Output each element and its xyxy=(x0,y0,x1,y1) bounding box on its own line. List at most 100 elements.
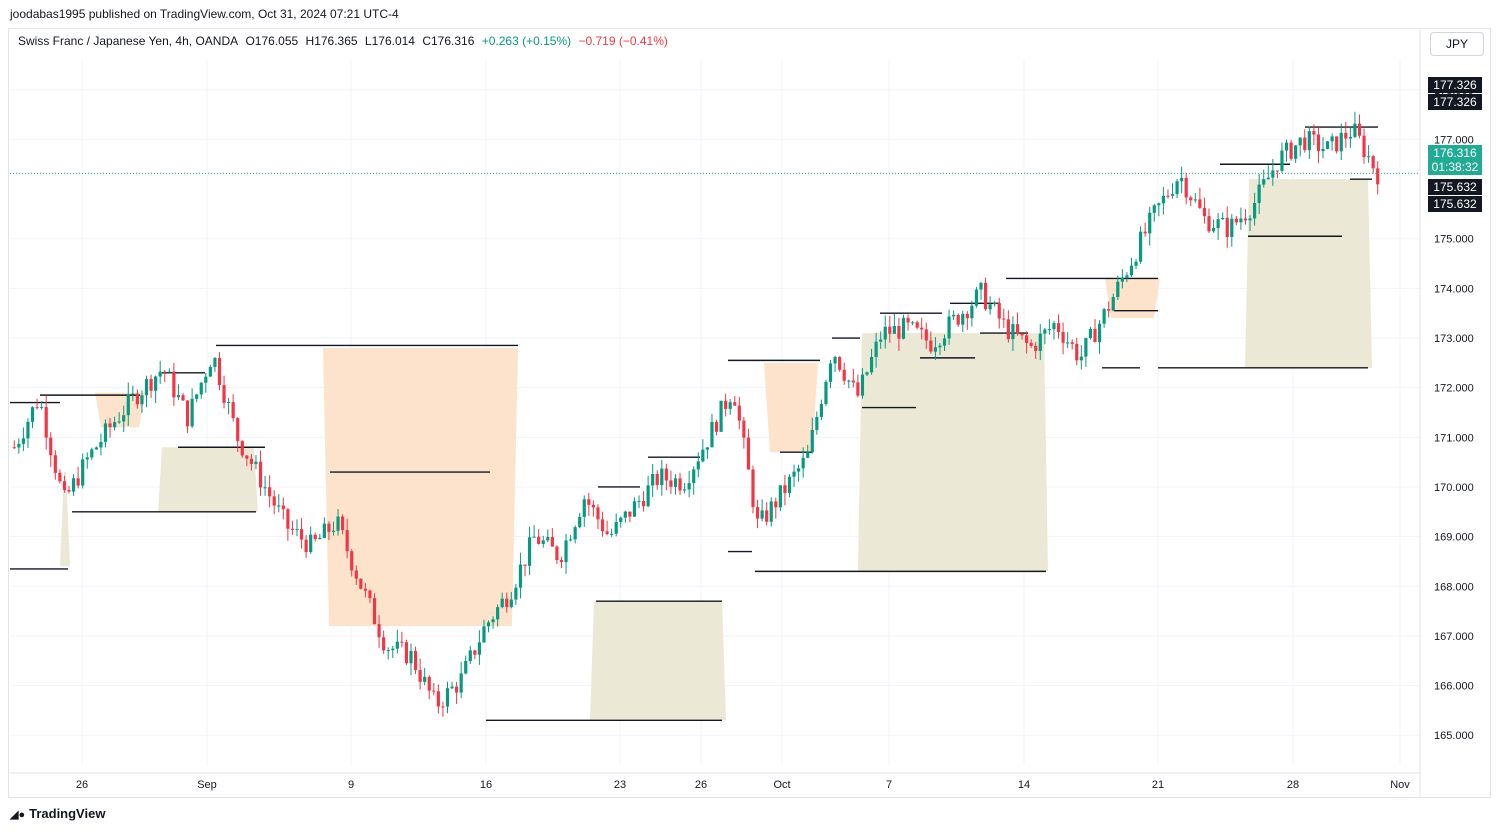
candle-body xyxy=(920,327,924,330)
price-axis-label: 170.000 xyxy=(1434,482,1474,494)
demand-zone-0 xyxy=(60,472,70,567)
candle-body xyxy=(185,400,190,427)
candle-body xyxy=(222,385,226,403)
candle-body xyxy=(1056,323,1061,333)
candle-body xyxy=(1143,231,1147,234)
candle-body xyxy=(705,447,709,450)
candle-body xyxy=(1198,199,1202,208)
change-value: +0.263 (+0.15%) xyxy=(481,34,572,48)
candle-body xyxy=(158,371,162,377)
currency-button[interactable]: JPY xyxy=(1430,32,1484,56)
candle-body xyxy=(637,500,641,502)
candle-body xyxy=(687,483,691,490)
candle-body xyxy=(395,641,399,649)
candle-body xyxy=(874,341,878,357)
candle-body xyxy=(500,598,504,608)
candle-body xyxy=(199,382,203,395)
candle-body xyxy=(582,499,586,517)
candle-body xyxy=(249,458,253,464)
candle-body xyxy=(53,455,57,473)
candle-body xyxy=(1344,132,1348,139)
candle-body xyxy=(1289,142,1293,159)
candle-body xyxy=(1120,277,1124,282)
demand-zone-2 xyxy=(590,601,726,721)
candle-body xyxy=(929,340,933,352)
candle-body xyxy=(1157,203,1161,206)
candle-body xyxy=(751,469,755,508)
price-axis-label: 165.000 xyxy=(1434,730,1474,742)
candle-body xyxy=(974,289,979,306)
candle-body xyxy=(21,438,25,444)
candle-body xyxy=(1020,333,1024,336)
open-value: O176.055 xyxy=(245,34,299,48)
candle-body xyxy=(94,447,98,450)
candle-body xyxy=(623,511,627,518)
candle-body xyxy=(710,421,714,448)
candle-body xyxy=(1107,309,1111,311)
candle-body xyxy=(1321,148,1325,152)
candle-body xyxy=(719,400,723,432)
candle-body xyxy=(377,624,381,638)
candle-body xyxy=(1253,202,1257,219)
candle-body xyxy=(952,314,956,317)
candle-body xyxy=(81,459,85,486)
candle-body xyxy=(49,437,53,456)
candle-body xyxy=(541,540,545,544)
candle-body xyxy=(286,509,290,529)
candle-body xyxy=(947,316,951,339)
supply-zone-2 xyxy=(764,362,818,453)
candle-body xyxy=(1175,181,1179,195)
candle-body xyxy=(190,398,194,427)
candle-body xyxy=(587,499,591,505)
demand-zone-3 xyxy=(858,333,1048,572)
candle-body xyxy=(819,404,823,417)
high-value: H176.365 xyxy=(305,34,358,48)
candle-body xyxy=(181,395,185,401)
candle-body xyxy=(1002,318,1006,320)
candle-body xyxy=(746,437,751,470)
candle-body xyxy=(103,423,108,442)
candle-body xyxy=(459,673,463,693)
candle-body xyxy=(1129,265,1134,276)
candle-body xyxy=(742,420,746,438)
candle-body xyxy=(897,325,901,339)
candle-body xyxy=(824,381,828,405)
candle-body xyxy=(58,472,62,482)
candle-body xyxy=(632,501,637,517)
candle-body xyxy=(122,415,126,422)
candle-body xyxy=(90,449,94,458)
price-axis-label: 173.000 xyxy=(1434,333,1474,345)
candle-body xyxy=(1330,136,1334,142)
tradingview-logo[interactable]: ◢● TradingView xyxy=(10,806,105,821)
time-axis-label: 14 xyxy=(1018,779,1030,791)
supply-zone-0 xyxy=(95,392,145,428)
candle-body xyxy=(62,481,67,490)
candle-body xyxy=(1307,131,1311,151)
candle-body xyxy=(322,523,326,538)
candle-body xyxy=(559,559,564,562)
candle-body xyxy=(1116,281,1120,298)
candle-body xyxy=(35,407,39,409)
candle-body xyxy=(445,688,450,707)
close-value: C176.316 xyxy=(422,34,475,48)
candle-body xyxy=(564,540,568,562)
candle-body xyxy=(696,461,700,470)
time-axis-label: Oct xyxy=(773,779,790,791)
candle-body xyxy=(646,485,650,507)
supply-zone-1 xyxy=(323,347,518,626)
candle-body xyxy=(391,648,395,651)
time-axis-label: 28 xyxy=(1287,779,1299,791)
candle-body xyxy=(810,429,814,453)
symbol-name[interactable]: Swiss Franc / Japanese Yen, 4h, OANDA xyxy=(18,34,239,48)
range-low-tag: 175.632 xyxy=(1428,179,1482,195)
candle-body xyxy=(413,650,418,671)
candle-body xyxy=(1298,137,1302,146)
candle-body xyxy=(67,489,71,492)
candle-body xyxy=(641,500,646,507)
candle-body xyxy=(569,539,573,541)
candle-body xyxy=(678,478,682,491)
candle-body xyxy=(1376,168,1380,185)
candle-body xyxy=(1312,131,1316,135)
candle-body xyxy=(1079,356,1083,361)
